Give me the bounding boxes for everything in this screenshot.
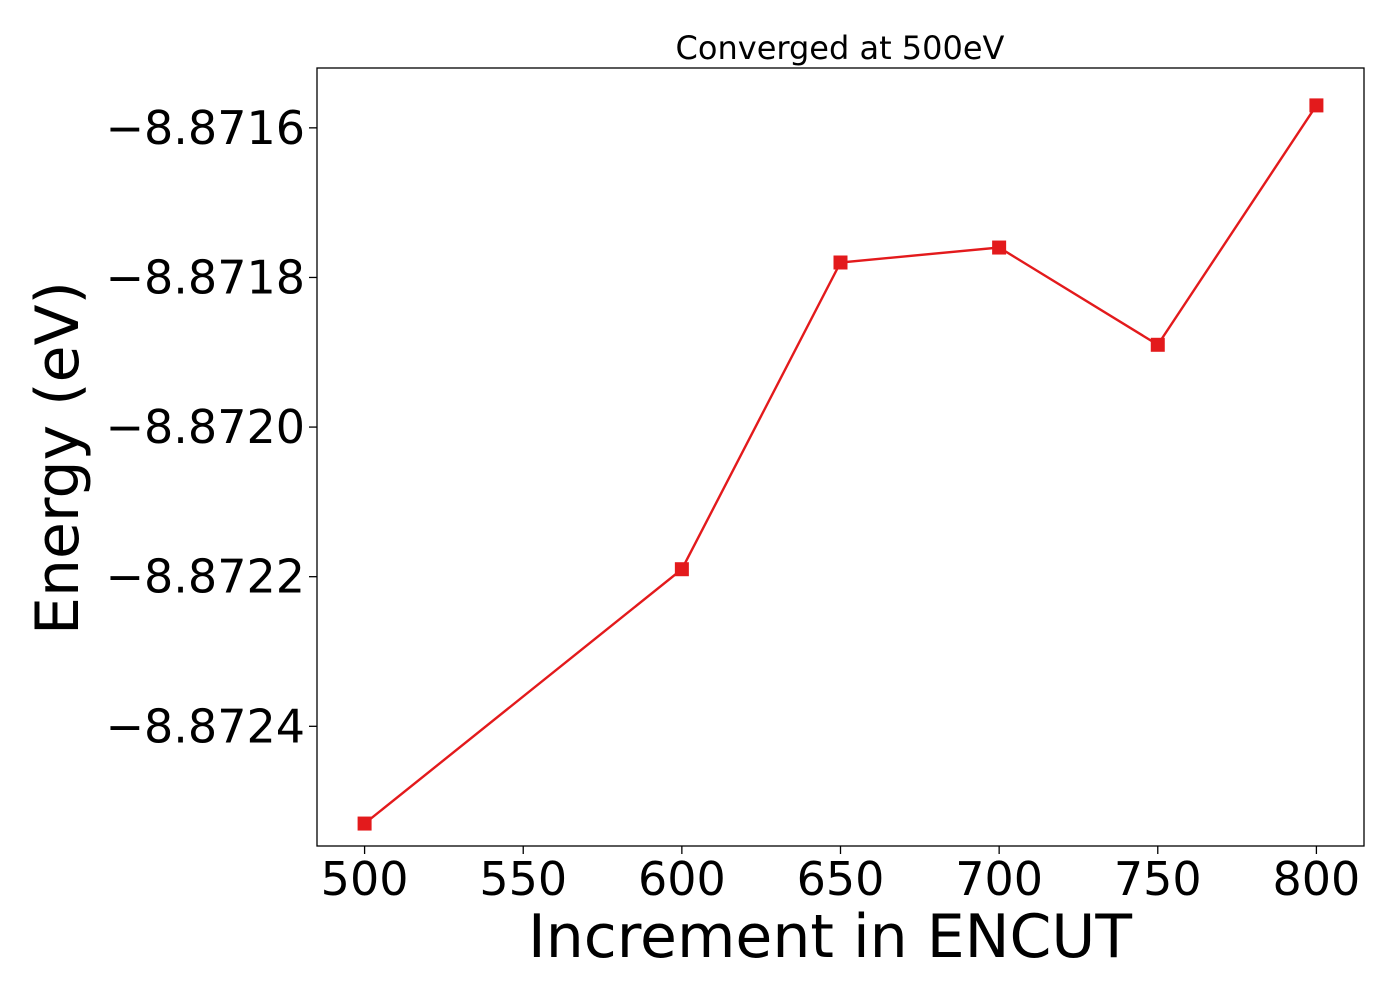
x-tick-label: 600	[638, 852, 726, 906]
y-tick-label: −8.8718	[106, 250, 306, 304]
x-tick-label: 650	[797, 852, 885, 906]
x-tick-label: 550	[479, 852, 567, 906]
x-tick-label: 750	[1114, 852, 1202, 906]
y-tick-label: −8.8724	[106, 699, 306, 753]
data-point-marker	[357, 816, 372, 831]
series-line	[363, 104, 1318, 825]
data-point-marker	[833, 255, 848, 270]
data-point-marker	[1309, 98, 1324, 113]
data-point-marker	[674, 562, 689, 577]
series-layer	[357, 98, 1324, 831]
plot-area	[316, 67, 1365, 847]
y-tick-label: −8.8716	[106, 101, 306, 155]
data-point-marker	[992, 240, 1007, 255]
data-point-marker	[1150, 337, 1165, 352]
y-axis-label: Energy (eV)	[23, 281, 93, 635]
x-axis: 500 550 600 650 700 750 800	[321, 846, 1361, 906]
y-tick-label: −8.8720	[106, 400, 306, 454]
x-axis-label: Increment in ENCUT	[528, 902, 1132, 972]
x-tick-label: 700	[955, 852, 1043, 906]
y-axis: −8.8716 −8.8718 −8.8720 −8.8722 −8.8724	[106, 101, 317, 753]
chart-title: Converged at 500eV	[676, 29, 1005, 67]
x-tick-label: 500	[321, 852, 409, 906]
y-tick-label: −8.8722	[106, 550, 306, 604]
x-tick-label: 800	[1273, 852, 1361, 906]
